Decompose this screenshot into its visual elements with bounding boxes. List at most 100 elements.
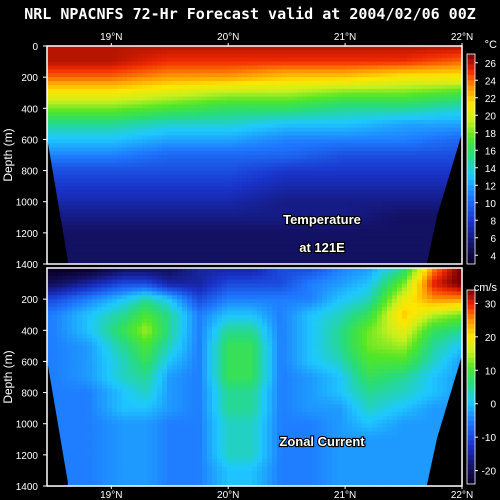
heatmap-cell xyxy=(222,57,228,63)
heatmap-cell xyxy=(232,248,238,253)
heatmap-cell xyxy=(102,217,108,222)
heatmap-cell xyxy=(427,116,433,121)
heatmap-cell xyxy=(157,170,163,176)
heatmap-cell xyxy=(157,61,163,67)
heatmap-cell xyxy=(197,205,203,211)
heatmap-cell xyxy=(227,182,233,187)
heatmap-cell xyxy=(82,205,88,211)
heatmap-cell xyxy=(227,108,233,113)
heatmap-cell xyxy=(417,170,423,176)
heatmap-cell xyxy=(47,275,53,281)
heatmap-cell xyxy=(162,205,168,211)
heatmap-cell xyxy=(327,108,333,113)
heatmap-cell xyxy=(147,221,153,226)
heatmap-cell xyxy=(97,170,103,176)
heatmap-cell xyxy=(242,69,248,74)
heatmap-cell xyxy=(207,151,213,156)
heatmap-cell xyxy=(62,314,68,320)
heatmap-cell xyxy=(282,81,288,86)
heatmap-cell xyxy=(372,201,378,207)
heatmap-cell xyxy=(267,88,273,94)
heatmap-cell xyxy=(132,46,138,51)
heatmap-cell xyxy=(157,252,163,257)
heatmap-cell xyxy=(317,119,323,125)
heatmap-cell xyxy=(92,49,98,55)
heatmap-cell xyxy=(432,190,438,195)
heatmap-cell xyxy=(147,240,153,246)
heatmap-cell xyxy=(312,116,318,121)
heatmap-cell xyxy=(137,256,143,261)
heatmap-cell xyxy=(202,123,208,129)
heatmap-cell xyxy=(52,112,58,117)
heatmap-cell xyxy=(297,217,303,222)
heatmap-cell xyxy=(317,108,323,113)
heatmap-cell xyxy=(237,236,243,242)
heatmap-cell xyxy=(132,256,138,261)
heatmap-cell xyxy=(352,252,358,257)
heatmap-cell xyxy=(97,244,103,250)
heatmap-cell xyxy=(342,127,348,133)
heatmap-cell xyxy=(97,155,103,160)
heatmap-cell xyxy=(347,178,353,183)
heatmap-cell xyxy=(72,81,78,86)
heatmap-cell xyxy=(432,182,438,187)
heatmap-cell xyxy=(132,104,138,109)
heatmap-cell xyxy=(207,155,213,160)
heatmap-cell xyxy=(92,248,98,253)
heatmap-cell xyxy=(372,53,378,59)
heatmap-cell xyxy=(47,279,53,285)
heatmap-cell xyxy=(132,217,138,222)
heatmap-cell xyxy=(92,182,98,187)
heatmap-cell xyxy=(187,119,193,125)
heatmap-cell xyxy=(57,81,63,86)
heatmap-cell xyxy=(197,225,203,230)
heatmap-cell xyxy=(147,53,153,59)
heatmap-cell xyxy=(332,61,338,67)
heatmap-cell xyxy=(272,155,278,160)
heatmap-cell xyxy=(92,46,98,51)
heatmap-cell xyxy=(117,81,123,86)
heatmap-cell xyxy=(177,170,183,176)
heatmap-cell xyxy=(112,205,118,211)
heatmap-cell xyxy=(182,123,188,129)
heatmap-cell xyxy=(282,143,288,148)
heatmap-cell xyxy=(427,166,433,172)
heatmap-cell xyxy=(137,139,143,144)
heatmap-cell xyxy=(397,201,403,207)
heatmap-cell xyxy=(377,135,383,141)
heatmap-cell xyxy=(332,166,338,172)
heatmap-cell xyxy=(77,69,83,74)
heatmap-cell xyxy=(147,135,153,141)
heatmap-cell xyxy=(152,135,158,141)
heatmap-cell xyxy=(87,92,93,98)
heatmap-cell xyxy=(227,77,233,82)
heatmap-cell xyxy=(107,256,113,261)
heatmap-cell xyxy=(332,252,338,257)
heatmap-cell xyxy=(292,201,298,207)
heatmap-cell xyxy=(257,100,263,105)
heatmap-cell xyxy=(162,201,168,207)
heatmap-cell xyxy=(372,112,378,117)
heatmap-cell xyxy=(107,182,113,187)
heatmap-cell xyxy=(267,77,273,82)
heatmap-cell xyxy=(107,225,113,230)
heatmap-cell xyxy=(332,244,338,250)
colorbar-segment xyxy=(467,206,475,212)
heatmap-cell xyxy=(457,96,463,102)
heatmap-cell xyxy=(402,256,408,261)
heatmap-cell xyxy=(237,104,243,109)
heatmap-cell xyxy=(332,213,338,218)
heatmap-cell xyxy=(112,116,118,121)
heatmap-cell xyxy=(142,84,148,90)
heatmap-cell xyxy=(387,193,393,199)
heatmap-cell xyxy=(257,104,263,109)
heatmap-cell xyxy=(412,112,418,117)
heatmap-cell xyxy=(372,147,378,152)
heatmap-cell xyxy=(322,240,328,246)
heatmap-cell xyxy=(452,135,458,141)
heatmap-cell xyxy=(257,57,263,63)
heatmap-cell xyxy=(307,225,313,230)
heatmap-cell xyxy=(267,104,273,109)
heatmap-cell xyxy=(382,81,388,86)
heatmap-cell xyxy=(157,182,163,187)
